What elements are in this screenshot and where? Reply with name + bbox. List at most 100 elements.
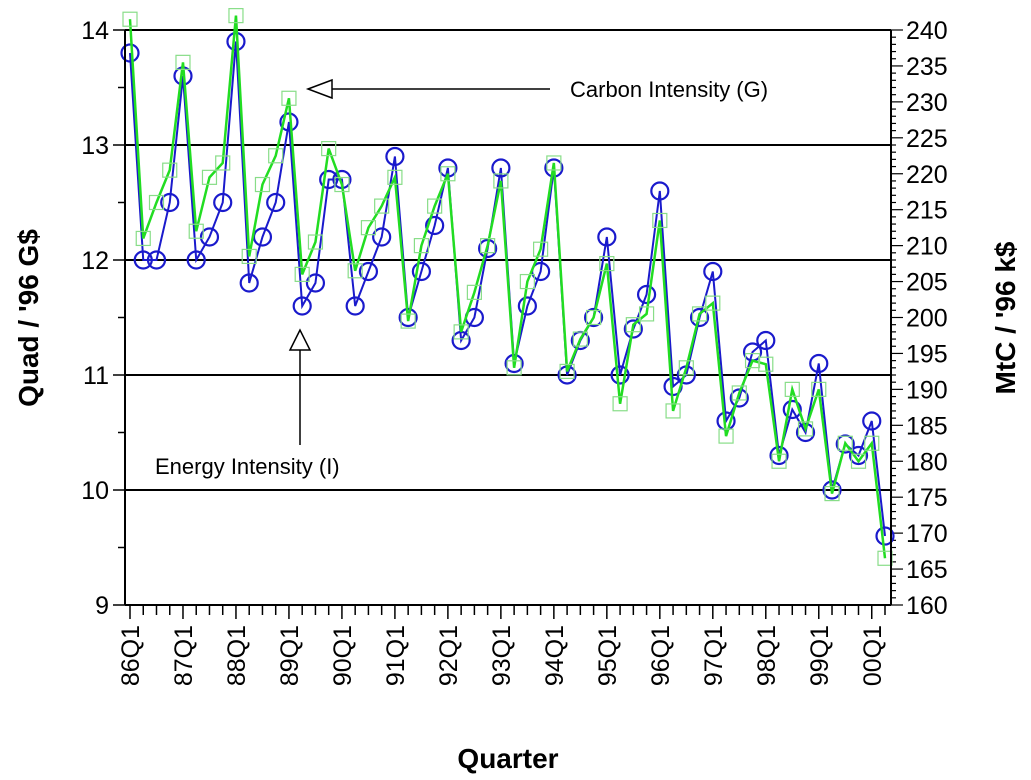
energy-intensity-point <box>650 181 670 201</box>
energy-intensity-point <box>385 146 405 167</box>
x-tick-label: 98Q1 <box>753 625 781 686</box>
energy-intensity-point <box>491 158 511 178</box>
carbon-intensity-point <box>638 306 655 322</box>
carbon-intensity-point <box>625 317 641 333</box>
x-tick-label: 90Q1 <box>329 625 357 686</box>
carbon-intensity-point <box>811 381 827 397</box>
energy-intensity-point <box>517 296 537 316</box>
left-tick-label: 9 <box>95 592 109 620</box>
carbon-intensity-point <box>281 90 297 106</box>
energy-intensity-point <box>782 399 802 420</box>
energy-intensity-point <box>583 307 604 328</box>
energy-intensity-point <box>305 273 326 293</box>
right-tick-label: 175 <box>906 484 948 512</box>
energy-intensity-point <box>835 434 855 454</box>
x-tick-label: 95Q1 <box>594 625 622 686</box>
carbon-intensity-point <box>294 266 310 282</box>
x-tick-label: 94Q1 <box>541 625 569 686</box>
energy-intensity-point <box>120 43 140 63</box>
energy-intensity-point <box>636 284 657 305</box>
carbon-arrow-head <box>305 78 333 100</box>
carbon-intensity-point <box>400 313 416 329</box>
carbon-intensity-point <box>705 295 721 311</box>
right-tick-label: 220 <box>906 161 948 189</box>
x-tick-label: 88Q1 <box>223 625 251 686</box>
carbon-intensity-point <box>241 248 257 265</box>
right-tick-label: 235 <box>906 53 948 81</box>
carbon-intensity-point <box>797 421 814 437</box>
energy-intensity-point <box>597 227 617 247</box>
energy-intensity-point <box>610 365 630 385</box>
carbon-intensity-point <box>427 198 443 214</box>
carbon-intensity-point <box>678 360 694 376</box>
carbon-intensity-point <box>612 396 628 412</box>
right-tick-label: 205 <box>906 269 948 297</box>
right-tick-label: 240 <box>906 17 948 45</box>
energy-intensity-point <box>358 261 379 282</box>
energy-intensity-point <box>809 353 829 374</box>
x-tick-label: 86Q1 <box>117 625 145 686</box>
energy-intensity-point <box>160 192 180 213</box>
carbon-intensity-point <box>175 54 191 70</box>
energy-intensity-point <box>729 388 749 408</box>
carbon-intensity-point <box>771 453 787 469</box>
carbon-intensity-point <box>665 403 681 419</box>
left-tick-label: 12 <box>81 247 109 275</box>
energy-intensity-point <box>848 445 869 466</box>
right-tick-label: 215 <box>906 197 948 225</box>
energy-intensity-point <box>769 445 789 466</box>
energy-intensity-point <box>213 192 233 213</box>
energy-intensity-point <box>689 307 710 328</box>
energy-intensity-point <box>411 261 432 282</box>
carbon-intensity-point <box>585 309 602 326</box>
carbon-intensity-point <box>228 8 244 24</box>
x-tick-label: 89Q1 <box>276 625 304 686</box>
left-tick-label: 10 <box>81 477 109 505</box>
energy-intensity-label: Energy Intensity (I) <box>155 454 340 479</box>
x-tick-label: 99Q1 <box>806 625 834 686</box>
x-tick-label: 87Q1 <box>170 625 198 686</box>
carbon-intensity-point <box>334 176 350 193</box>
carbon-intensity-point <box>413 238 430 254</box>
carbon-intensity-point <box>546 155 562 171</box>
carbon-intensity-point <box>466 284 482 300</box>
carbon-intensity-point <box>374 198 390 214</box>
energy-arrow-head <box>288 328 312 351</box>
right-tick-label: 165 <box>906 556 948 584</box>
right-tick-label: 225 <box>906 125 948 153</box>
carbon-intensity-point <box>758 356 774 372</box>
carbon-intensity-point <box>652 212 668 229</box>
energy-intensity-point <box>425 215 445 236</box>
carbon-intensity-point <box>360 220 377 236</box>
carbon-intensity-point <box>268 148 284 164</box>
carbon-intensity-point <box>718 428 734 444</box>
carbon-intensity-point <box>837 435 853 451</box>
carbon-intensity-point <box>824 485 840 502</box>
carbon-intensity-annotation: Carbon Intensity (G) <box>305 77 768 102</box>
left-tick-label: 14 <box>81 17 109 45</box>
carbon-intensity-point <box>215 155 231 171</box>
carbon-intensity-point <box>506 360 522 376</box>
right-tick-label: 190 <box>906 376 948 404</box>
energy-intensity-point <box>146 250 167 270</box>
carbon-intensity-point <box>162 162 178 178</box>
carbon-intensity-point <box>307 234 324 250</box>
energy-intensity-point <box>345 296 365 316</box>
left-tick-label: 11 <box>83 362 109 390</box>
right-tick-label: 170 <box>906 520 948 548</box>
carbon-intensity-point <box>387 169 403 185</box>
left-tick-label: 13 <box>81 132 109 160</box>
x-tick-label: 91Q1 <box>382 625 410 686</box>
right-tick-label: 185 <box>906 412 948 440</box>
energy-intensity-point <box>186 250 206 270</box>
carbon-intensity-point <box>453 324 469 340</box>
carbon-intensity-point <box>599 255 615 272</box>
energy-intensity-point <box>266 192 286 213</box>
carbon-intensity-point <box>533 241 549 257</box>
carbon-intensity-point <box>864 435 880 451</box>
carbon-intensity-point <box>188 223 204 239</box>
carbon-intensity-point <box>731 385 747 401</box>
carbon-intensity-point <box>744 353 761 369</box>
carbon-intensity-point <box>148 194 165 211</box>
